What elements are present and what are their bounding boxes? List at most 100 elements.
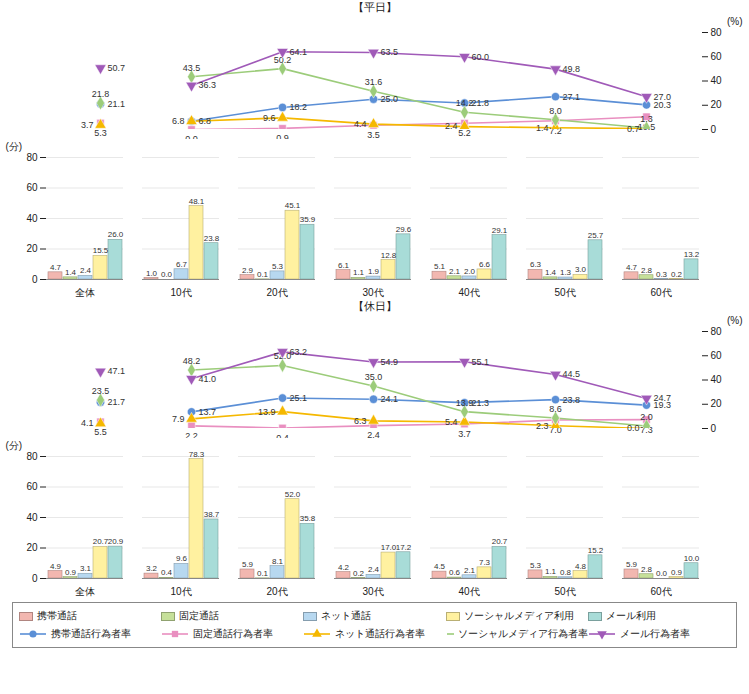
svg-text:10代: 10代 [170, 287, 191, 298]
svg-text:全体: 全体 [75, 586, 95, 597]
svg-text:55.1: 55.1 [472, 357, 490, 367]
svg-text:2.4: 2.4 [80, 266, 92, 275]
svg-text:27.1: 27.1 [563, 92, 581, 102]
svg-text:0.8: 0.8 [560, 568, 572, 577]
svg-text:0.7: 0.7 [627, 124, 640, 134]
svg-text:6.8: 6.8 [199, 116, 212, 126]
svg-text:2.2: 2.2 [185, 431, 198, 438]
svg-text:10.0: 10.0 [684, 554, 700, 563]
svg-text:7.9: 7.9 [172, 414, 185, 424]
svg-text:5.3: 5.3 [530, 561, 542, 570]
svg-text:2.4: 2.4 [445, 121, 458, 131]
svg-text:1.1: 1.1 [545, 567, 557, 576]
svg-text:4.7: 4.7 [626, 263, 638, 272]
svg-text:7.3: 7.3 [479, 558, 491, 567]
svg-text:5.9: 5.9 [242, 560, 254, 569]
svg-text:1.0: 1.0 [146, 269, 158, 278]
svg-text:25.0: 25.0 [381, 94, 399, 104]
svg-text:6.7: 6.7 [176, 260, 188, 269]
svg-text:27.0: 27.0 [654, 92, 672, 102]
svg-text:4.2: 4.2 [338, 563, 350, 572]
svg-text:21.1: 21.1 [108, 99, 126, 109]
svg-text:35.0: 35.0 [365, 372, 383, 382]
svg-text:3.1: 3.1 [80, 564, 92, 573]
svg-text:60.0: 60.0 [472, 52, 490, 62]
svg-text:3.7: 3.7 [81, 120, 94, 130]
svg-text:49.8: 49.8 [563, 64, 581, 74]
svg-text:0.2: 0.2 [353, 569, 365, 578]
svg-text:2.9: 2.9 [242, 266, 254, 275]
svg-text:2.1: 2.1 [449, 267, 461, 276]
svg-text:3.2: 3.2 [146, 564, 158, 573]
svg-text:9.6: 9.6 [176, 554, 188, 563]
svg-text:60: 60 [711, 350, 723, 361]
svg-text:8.6: 8.6 [549, 404, 562, 414]
svg-text:5.5: 5.5 [94, 427, 107, 437]
svg-text:40: 40 [711, 75, 723, 86]
svg-text:64.1: 64.1 [290, 47, 308, 57]
svg-text:0.9: 0.9 [65, 568, 77, 577]
svg-text:50代: 50代 [554, 586, 575, 597]
svg-text:20: 20 [711, 99, 723, 110]
svg-text:2.8: 2.8 [641, 266, 653, 275]
svg-text:6.6: 6.6 [479, 260, 491, 269]
svg-text:4.5: 4.5 [434, 562, 446, 571]
svg-text:0.9: 0.9 [671, 568, 683, 577]
svg-text:3.7: 3.7 [458, 429, 471, 438]
svg-text:54.9: 54.9 [381, 357, 399, 367]
svg-text:40: 40 [26, 512, 38, 523]
svg-text:20: 20 [711, 398, 723, 409]
svg-text:21.8: 21.8 [92, 89, 110, 99]
svg-text:0.3: 0.3 [656, 270, 668, 279]
svg-text:80: 80 [26, 451, 38, 462]
svg-text:30代: 30代 [362, 287, 383, 298]
svg-text:6.8: 6.8 [172, 116, 185, 126]
svg-text:31.6: 31.6 [365, 77, 383, 87]
svg-text:13.2: 13.2 [684, 250, 700, 259]
svg-text:60代: 60代 [650, 586, 671, 597]
svg-text:2.4: 2.4 [367, 430, 380, 438]
svg-text:20: 20 [26, 542, 38, 553]
svg-text:6.3: 6.3 [530, 260, 542, 269]
svg-text:2.8: 2.8 [641, 565, 653, 574]
svg-text:2.4: 2.4 [368, 565, 380, 574]
svg-text:0.0: 0.0 [656, 569, 668, 578]
svg-text:(%): (%) [727, 16, 743, 27]
svg-text:1.4: 1.4 [536, 123, 549, 133]
svg-text:13.9: 13.9 [258, 407, 276, 417]
svg-text:9.6: 9.6 [263, 113, 276, 123]
svg-text:21.8: 21.8 [472, 98, 490, 108]
svg-text:0.0: 0.0 [161, 270, 173, 279]
svg-text:38.7: 38.7 [204, 510, 220, 519]
svg-text:29.6: 29.6 [396, 225, 412, 234]
svg-text:48.1: 48.1 [189, 197, 205, 206]
svg-text:17.0: 17.0 [381, 543, 397, 552]
svg-text:4.4: 4.4 [354, 119, 367, 129]
svg-text:5.2: 5.2 [458, 128, 471, 138]
svg-text:44.5: 44.5 [563, 369, 581, 379]
svg-text:0.1: 0.1 [257, 270, 269, 279]
svg-text:20.7: 20.7 [492, 537, 508, 546]
svg-text:24.1: 24.1 [381, 394, 399, 404]
svg-text:23.8: 23.8 [204, 234, 220, 243]
svg-text:25.1: 25.1 [290, 393, 308, 403]
svg-text:13.7: 13.7 [199, 407, 217, 417]
svg-text:3.5: 3.5 [367, 130, 380, 139]
svg-text:50.7: 50.7 [108, 63, 126, 73]
svg-text:6.3: 6.3 [354, 416, 367, 426]
svg-text:4.8: 4.8 [575, 562, 587, 571]
svg-text:14.2: 14.2 [456, 98, 474, 108]
svg-text:29.1: 29.1 [492, 226, 508, 235]
svg-text:40代: 40代 [458, 586, 479, 597]
svg-text:(分): (分) [6, 440, 23, 451]
svg-text:5.3: 5.3 [94, 128, 107, 138]
svg-text:25.7: 25.7 [588, 231, 604, 240]
svg-text:17.2: 17.2 [396, 543, 412, 552]
svg-text:40: 40 [26, 213, 38, 224]
svg-text:0.0: 0.0 [627, 423, 640, 433]
svg-text:5.3: 5.3 [272, 262, 284, 271]
svg-text:21.3: 21.3 [472, 398, 490, 408]
svg-text:0.4: 0.4 [161, 568, 173, 577]
svg-text:0: 0 [32, 274, 38, 285]
svg-text:60: 60 [26, 481, 38, 492]
